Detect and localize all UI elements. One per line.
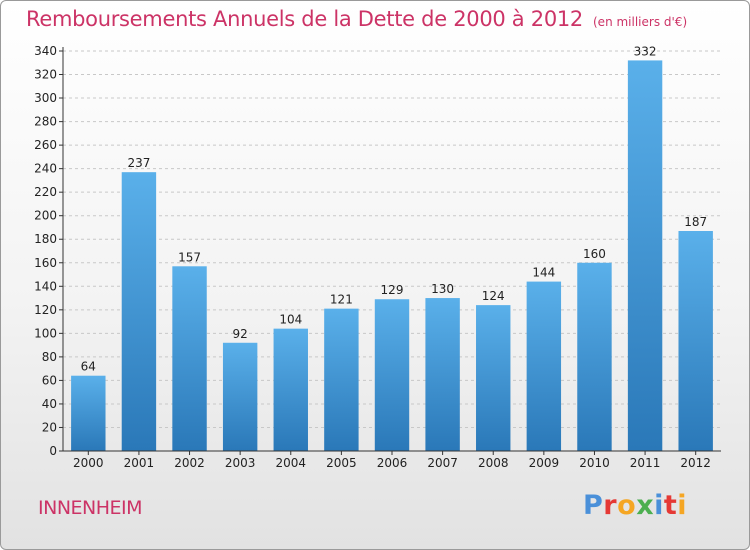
brand-letter: i	[677, 490, 688, 521]
brand-letter: P	[583, 490, 604, 521]
bar-value-label: 160	[583, 247, 606, 261]
chart-title-text: Remboursements Annuels de la Dette de 20…	[26, 7, 583, 31]
bar	[222, 342, 258, 451]
bar	[476, 305, 511, 451]
bar-value-label: 92	[233, 327, 248, 341]
bar-value-label: 124	[482, 289, 505, 303]
y-tick-label: 140	[34, 279, 57, 293]
bar-value-label: 144	[532, 266, 555, 280]
bar	[324, 308, 359, 451]
bar-value-label: 129	[381, 283, 404, 297]
bar	[273, 328, 308, 451]
y-tick-label: 340	[34, 44, 57, 58]
bar	[172, 266, 207, 451]
bar-value-label: 237	[127, 156, 150, 170]
bar	[678, 231, 713, 451]
y-tick-label: 200	[34, 209, 57, 223]
chart-title: Remboursements Annuels de la Dette de 20…	[26, 7, 687, 31]
y-tick-label: 100	[34, 326, 57, 340]
chart-unit: (en milliers d'€)	[593, 15, 688, 29]
bar-value-label: 187	[684, 215, 707, 229]
x-tick-label: 2005	[326, 456, 357, 470]
x-tick-label: 2009	[529, 456, 560, 470]
y-tick-label: 240	[34, 162, 57, 176]
bar	[71, 375, 106, 451]
bar	[577, 262, 612, 451]
x-tick-label: 2004	[275, 456, 306, 470]
y-tick-label: 120	[34, 303, 57, 317]
brand-letter: r	[603, 490, 618, 521]
bar	[526, 281, 562, 451]
y-tick-label: 20	[42, 420, 57, 434]
brand-letter: o	[617, 490, 637, 521]
labels: 0 20 40 60 80 100 120 140 160 180 200 220 240 260 280 3…	[34, 44, 711, 470]
bar-value-label: 121	[330, 293, 353, 307]
bar-value-label: 104	[279, 313, 302, 327]
x-tick-label: 2012	[680, 456, 711, 470]
y-tick-label: 80	[42, 350, 57, 364]
bar	[627, 60, 663, 451]
x-tick-label: 2011	[630, 456, 661, 470]
x-tick-label: 2010	[579, 456, 610, 470]
x-tick-label: 2008	[478, 456, 509, 470]
y-tick-label: 320	[34, 68, 57, 82]
bar-value-label: 64	[81, 360, 96, 374]
axes	[59, 47, 721, 455]
y-tick-label: 300	[34, 91, 57, 105]
bar-value-label: 130	[431, 282, 454, 296]
x-tick-label: 2006	[377, 456, 408, 470]
bar-value-label: 157	[178, 250, 201, 264]
y-tick-label: 160	[34, 256, 57, 270]
proxiti-logo: Proxiti	[583, 490, 687, 521]
brand-letter: x	[636, 490, 655, 521]
y-tick-label: 60	[42, 373, 57, 387]
y-tick-label: 220	[34, 185, 57, 199]
x-tick-label: 2003	[225, 456, 256, 470]
y-tick-label: 40	[42, 397, 57, 411]
x-tick-label: 2007	[427, 456, 458, 470]
y-tick-label: 280	[34, 115, 57, 129]
y-tick-label: 180	[34, 232, 57, 246]
bar	[425, 298, 460, 451]
bars	[71, 60, 713, 452]
x-tick-label: 2002	[174, 456, 205, 470]
brand-letter: t	[663, 490, 678, 521]
commune-name: INNENHEIM	[38, 497, 143, 519]
y-tick-label: 260	[34, 138, 57, 152]
brand-letter: i	[654, 490, 664, 521]
bar	[121, 172, 157, 452]
bar	[374, 299, 410, 451]
bar-value-label: 332	[634, 44, 657, 58]
y-tick-label: 0	[49, 444, 57, 458]
x-tick-label: 2001	[124, 456, 155, 470]
x-tick-label: 2000	[73, 456, 104, 470]
